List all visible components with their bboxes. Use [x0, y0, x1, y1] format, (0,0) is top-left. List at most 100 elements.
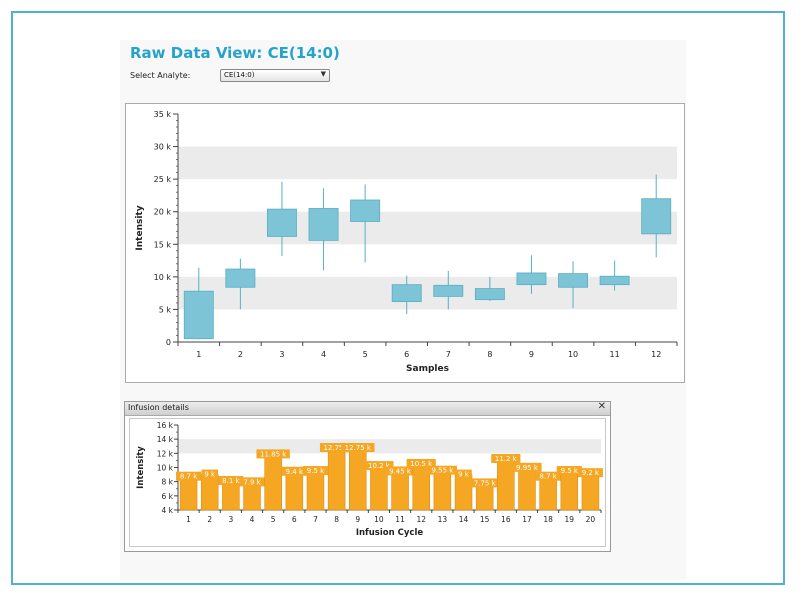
y-tick-label: 6 k: [162, 492, 174, 501]
bar: [539, 476, 557, 511]
x-tick-label: 13: [438, 515, 448, 524]
data-label: 9.5 k: [561, 467, 579, 475]
infusion-details-header: Infusion details ✕: [125, 401, 610, 416]
data-label: 10.5 k: [410, 460, 433, 468]
bar: [327, 447, 346, 511]
box-sample-11: [599, 260, 630, 291]
bar-cycle-13: 9.55 k: [427, 465, 457, 511]
data-label-bg: [176, 471, 202, 481]
data-label: 8.7 k: [539, 473, 557, 481]
x-tick-label: 1: [186, 515, 191, 524]
x-tick-label: 18: [543, 515, 553, 524]
data-label: 10.2 k: [368, 462, 391, 470]
box-sample-9: [516, 255, 547, 294]
data-label: 9 k: [204, 471, 216, 479]
y-tick-label: 14 k: [157, 435, 174, 444]
x-tick-label: 16: [501, 515, 511, 524]
x-tick-label: 4: [250, 515, 255, 524]
bar-cycle-11: 9.45 k: [385, 466, 415, 511]
box-body: [558, 273, 588, 288]
x-tick-label: 5: [271, 515, 276, 524]
bar: [200, 474, 219, 511]
data-label-bg: [406, 458, 436, 468]
infusion-details-title: Infusion details: [128, 403, 189, 412]
data-label-bg: [385, 466, 415, 476]
x-tick-label: 12: [651, 350, 661, 359]
box-body: [391, 284, 422, 303]
page-title: Raw Data View: CE(14:0): [130, 44, 340, 62]
y-tick-label: 35 k: [154, 110, 172, 119]
box-body: [474, 288, 505, 301]
box-body: [433, 284, 464, 297]
x-tick-label: 1: [196, 350, 201, 359]
close-icon[interactable]: ✕: [597, 401, 606, 412]
y-tick-label: 8 k: [162, 478, 174, 487]
data-label-bg: [239, 477, 265, 487]
data-label-bg: [201, 469, 219, 479]
data-label-bg: [427, 465, 457, 475]
bar: [454, 474, 473, 511]
y-tick-label: 16 k: [157, 421, 174, 430]
bar: [412, 463, 430, 511]
grid-band: [178, 146, 677, 180]
data-label-bg: [470, 478, 500, 488]
y-tick-label: 10 k: [157, 464, 174, 473]
data-label: 9.5 k: [307, 467, 325, 475]
x-tick-label: 15: [480, 515, 490, 524]
data-label-bg: [556, 466, 582, 476]
x-tick-label: 5: [363, 350, 368, 359]
box-body: [308, 208, 339, 241]
data-label: 9.2 k: [582, 469, 600, 477]
y-tick-label: 15 k: [154, 240, 172, 249]
data-label: 9 k: [458, 471, 470, 479]
y-tick-label: 4 k: [162, 506, 174, 515]
bar-cycle-9: 12.75 k: [341, 443, 375, 511]
data-label: 12.75 k: [345, 444, 372, 452]
bar: [433, 470, 452, 511]
y-tick-label: 20 k: [154, 208, 172, 217]
data-label: 7.9 k: [243, 478, 261, 486]
x-tick-label: 10: [568, 350, 578, 359]
data-label: 7.75 k: [474, 479, 497, 487]
bar-cycle-15: 7.75 k: [470, 478, 500, 511]
x-tick-label: 10: [374, 515, 384, 524]
analyte-select-label: Select Analyte:: [130, 71, 191, 80]
bar: [264, 454, 282, 511]
data-label: 11.85 k: [260, 450, 287, 458]
box-sample-1: [183, 267, 214, 340]
box-sample-7: [433, 270, 464, 310]
data-label: 9.95 k: [516, 464, 539, 472]
bar-cycle-1: 8.7 k: [176, 471, 202, 511]
data-label-bg: [256, 449, 290, 459]
x-axis-title: Samples: [406, 364, 449, 374]
bar: [581, 472, 600, 511]
x-tick-label: 12: [416, 515, 426, 524]
app-frame: [11, 11, 785, 585]
x-tick-label: 11: [395, 515, 405, 524]
y-tick-label: 25 k: [154, 175, 172, 184]
x-tick-label: 6: [404, 350, 409, 359]
data-label: 9.55 k: [431, 467, 454, 475]
infusion-bar-chart: 4 k6 k8 k10 k12 k14 k16 k1 2 3 4 5 6 7 8 9 10 11 12…: [136, 421, 603, 538]
x-tick-label: 8: [487, 350, 492, 359]
box-sample-3: [267, 181, 297, 257]
box-sample-6: [391, 275, 422, 314]
grid-band: [178, 439, 601, 454]
infusion-details-panel: Infusion details ✕ 4 k 6 k 8 k 10 k 12 k 14 k…: [124, 401, 611, 552]
box-sample-4: [308, 188, 339, 271]
box-body: [350, 199, 381, 222]
bar-cycle-19: 9.5 k: [556, 466, 582, 511]
x-tick-label: 17: [522, 515, 532, 524]
x-tick-label: 4: [321, 350, 326, 359]
bar: [285, 471, 304, 511]
x-tick-label: 3: [279, 350, 284, 359]
bar-cycle-14: 9 k: [454, 469, 473, 511]
y-axis-title: Intensity: [135, 205, 145, 250]
data-label-bg: [302, 466, 328, 476]
analyte-select[interactable]: CE(14:0) ▼: [220, 69, 330, 82]
y-axis-title: Intensity: [136, 446, 146, 489]
bar: [370, 465, 388, 511]
box-body: [183, 290, 214, 340]
